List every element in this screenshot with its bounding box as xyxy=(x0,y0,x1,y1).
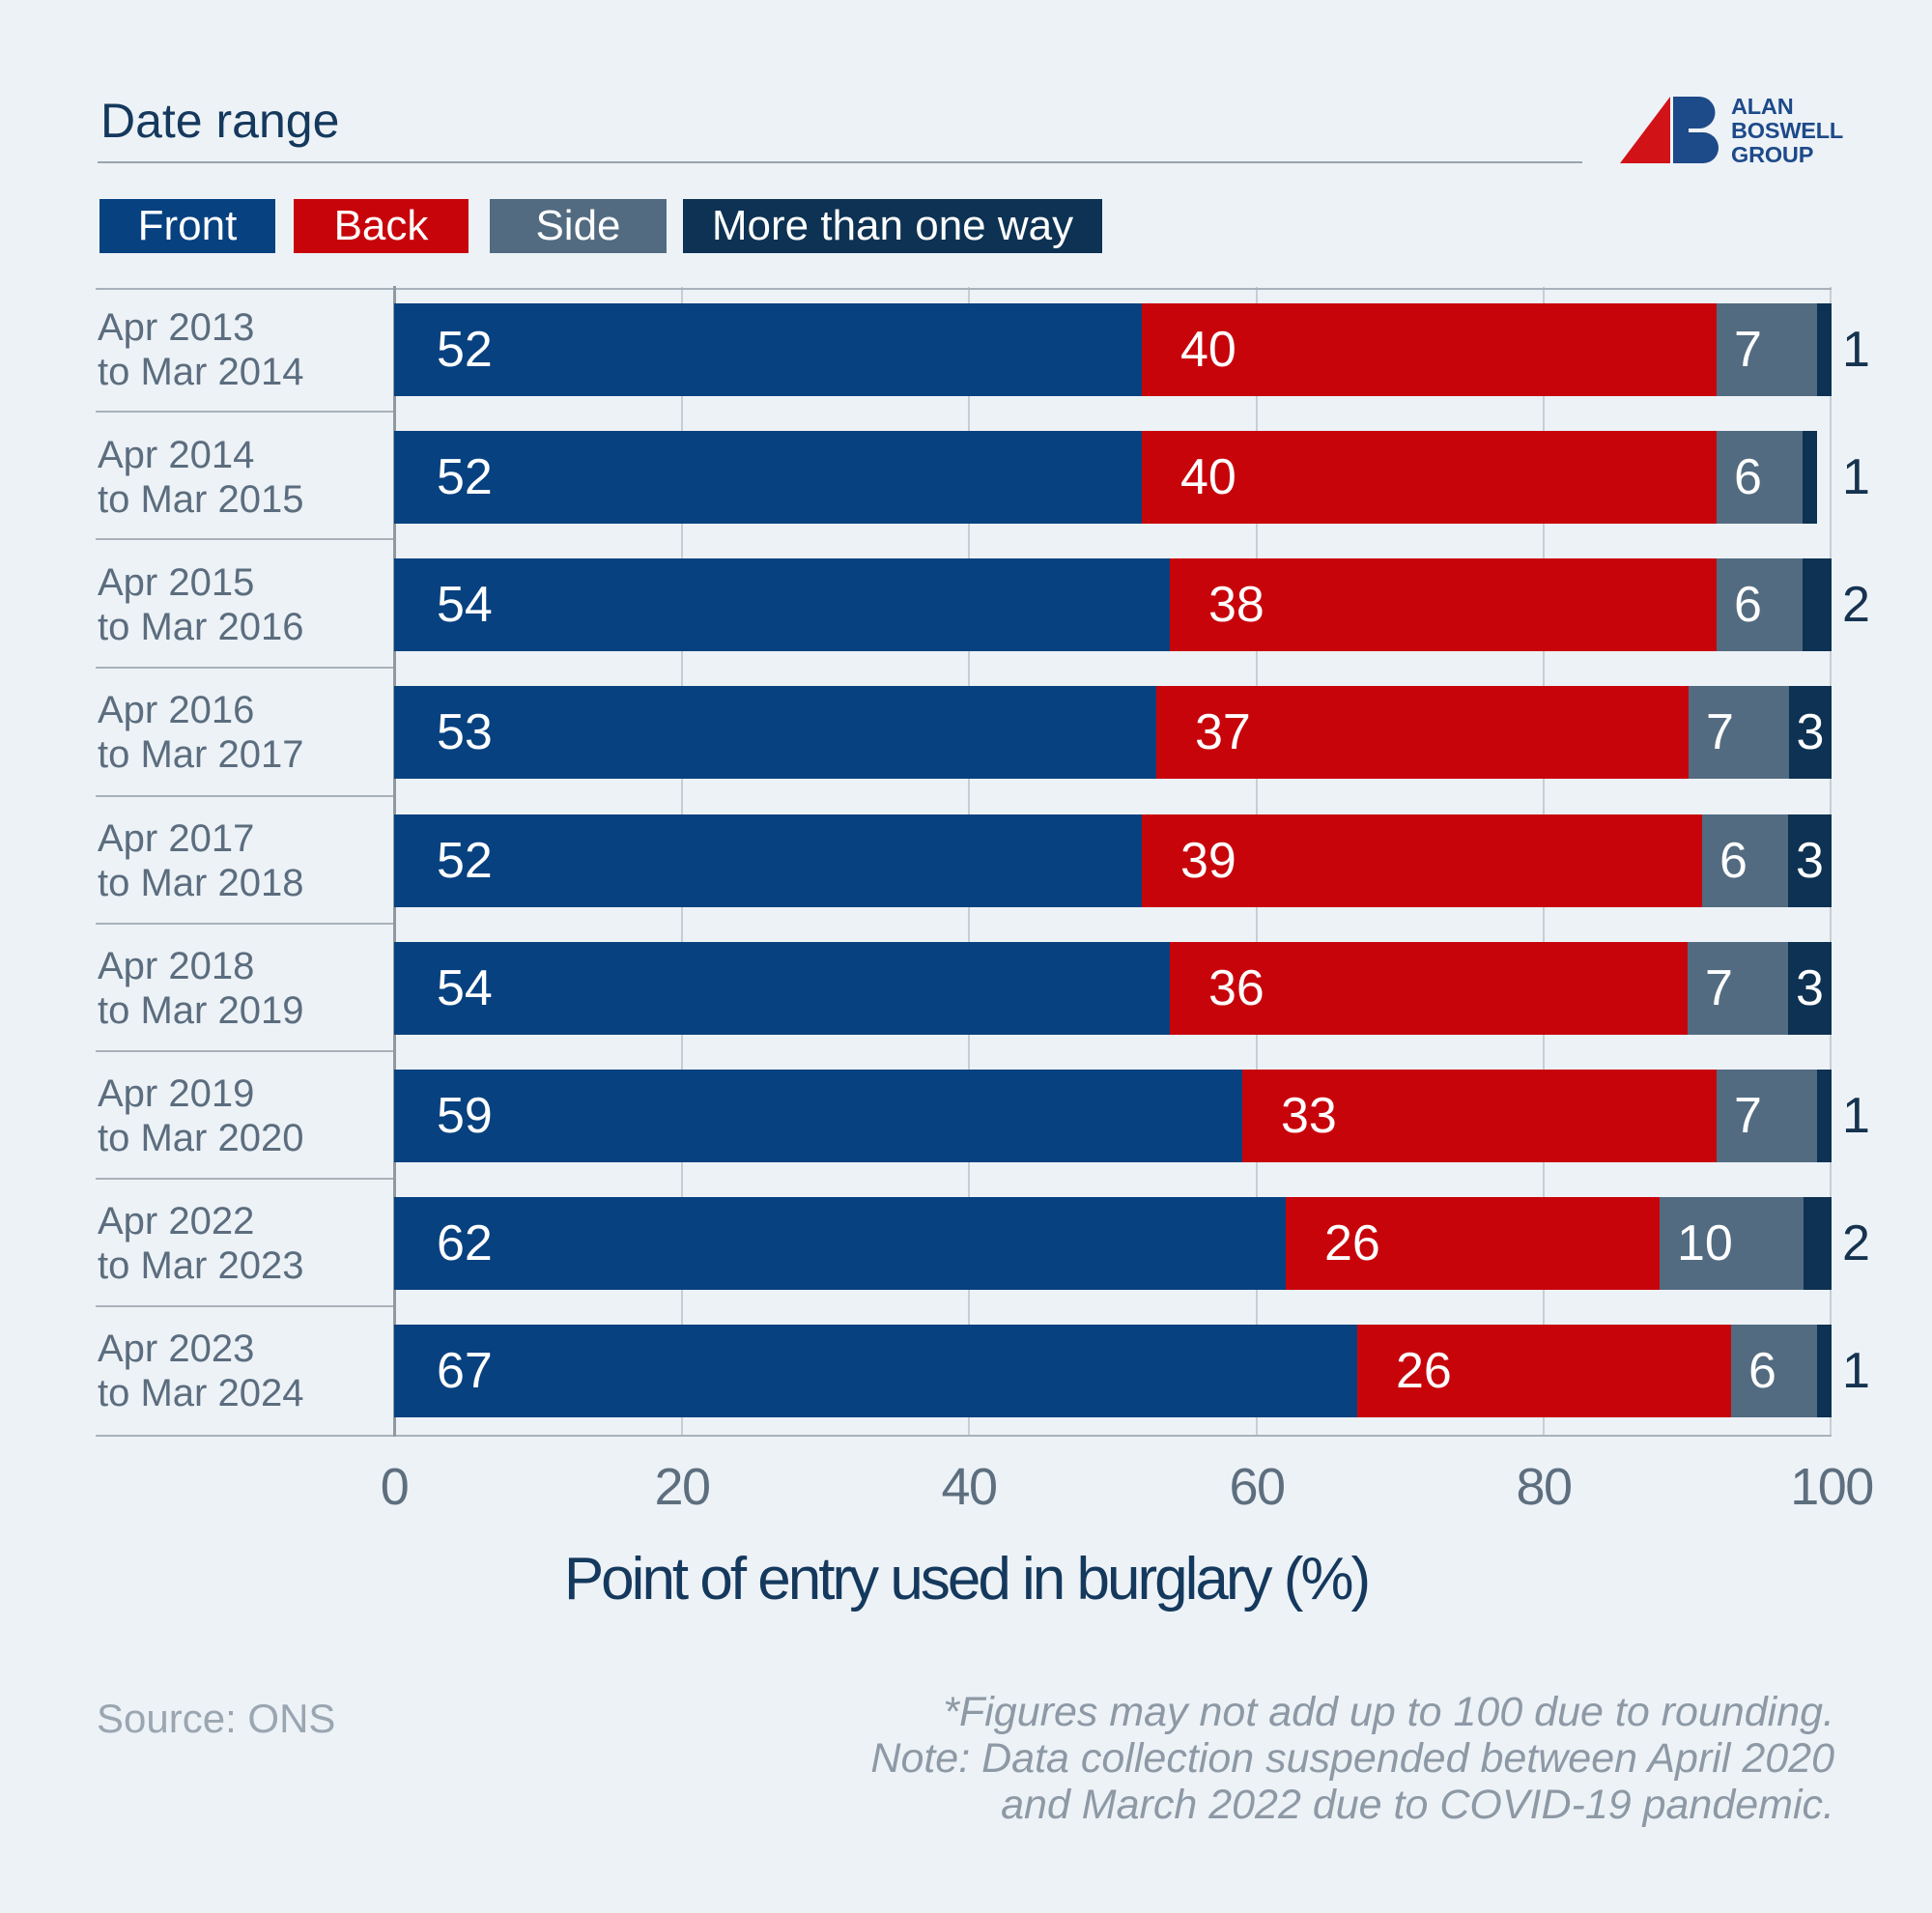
svg-text:BOSWELL: BOSWELL xyxy=(1731,118,1843,143)
svg-text:ALAN: ALAN xyxy=(1731,94,1793,119)
svg-text:GROUP: GROUP xyxy=(1731,142,1813,167)
